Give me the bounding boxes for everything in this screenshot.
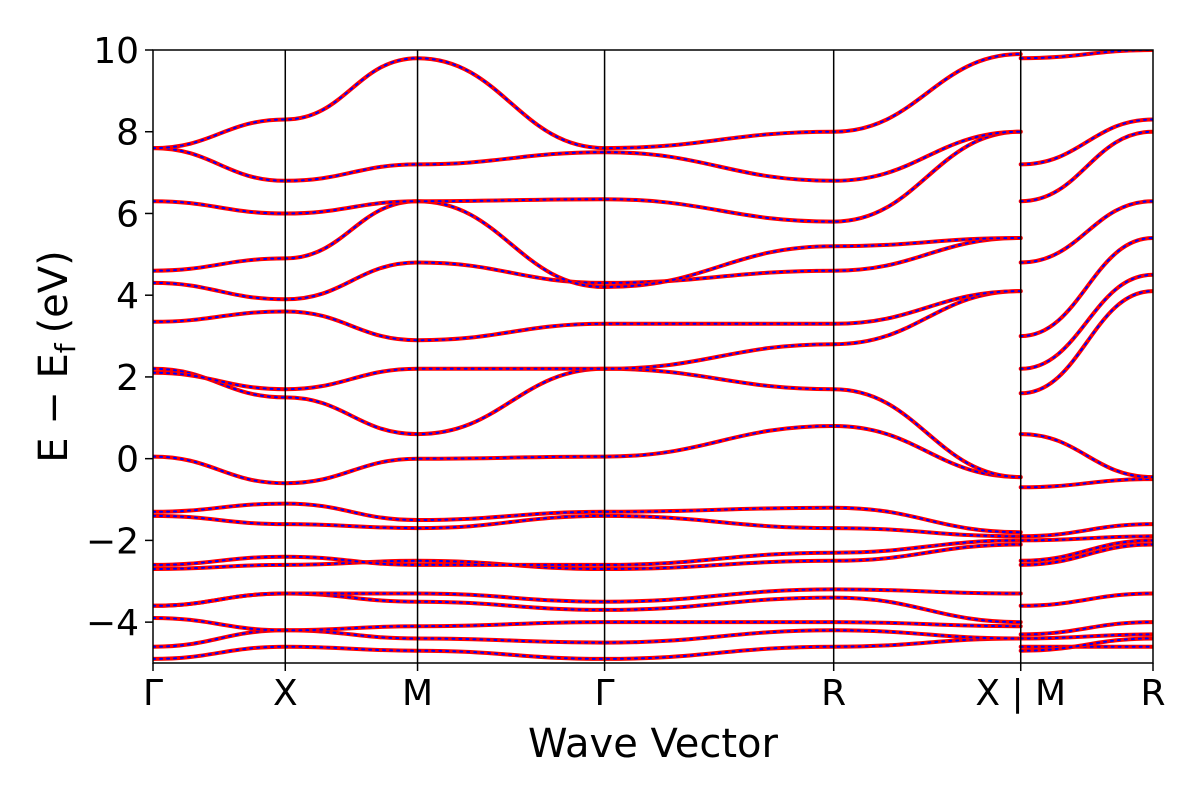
band-lines [153, 50, 1153, 661]
y-axis-ticks: −4 −2 0 2 4 6 8 10 [86, 31, 153, 644]
x-tick-label: X | M [975, 673, 1066, 714]
band-line [153, 237, 1153, 338]
y-tick-label: 0 [116, 440, 139, 481]
plot-frame [152, 49, 1154, 664]
band-line [153, 366, 1153, 480]
y-tick-label: 10 [93, 31, 139, 72]
y-tick-label: 4 [116, 276, 139, 317]
band-line [153, 118, 1153, 182]
band-line [153, 423, 1153, 490]
y-tick-label: −2 [86, 521, 139, 562]
y-axis-title-main: E − E [31, 353, 77, 463]
band-line [153, 424, 1153, 489]
band-line [153, 290, 1153, 395]
y-axis-title: E − Ef (eV) [31, 250, 82, 463]
x-tick-label: R [821, 673, 846, 714]
band-line [153, 587, 1153, 608]
x-tick-label: Γ [595, 673, 615, 714]
x-tick-label: M [402, 673, 433, 714]
x-axis-title: Wave Vector [528, 721, 779, 767]
band-line [153, 236, 1153, 339]
y-tick-label: 2 [116, 358, 139, 399]
band-line [153, 289, 1153, 396]
y-axis-title-unit: (eV) [31, 250, 77, 333]
band-line [153, 502, 1153, 538]
x-tick-label: X [273, 673, 298, 714]
band-line [153, 367, 1153, 479]
x-tick-label: R [1140, 673, 1165, 714]
x-tick-label: Γ [143, 673, 163, 714]
y-tick-label: 8 [116, 113, 139, 154]
x-axis-ticks: Γ X M Γ R X | M R [143, 663, 1166, 714]
band-line [153, 117, 1153, 183]
y-tick-label: 6 [116, 194, 139, 235]
band-line [153, 272, 1153, 371]
band-line [153, 513, 1153, 543]
high-symmetry-lines [284, 50, 1022, 663]
y-axis-title-subscript: f [49, 342, 82, 353]
y-tick-label: −4 [86, 603, 139, 644]
